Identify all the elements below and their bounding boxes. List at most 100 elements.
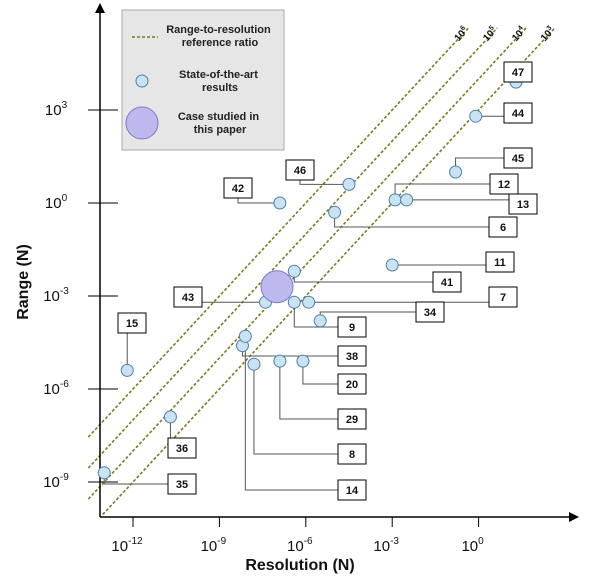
label-text-13: 13: [517, 199, 529, 211]
label-text-8: 8: [349, 449, 355, 461]
leader-34: [319, 311, 416, 321]
leader-45: [455, 157, 504, 172]
point-6: [328, 205, 342, 219]
x-tick-label: 100: [461, 536, 484, 555]
label-text-6: 6: [500, 222, 506, 234]
point-45: [449, 165, 463, 179]
x-tick-label: 10-3: [373, 536, 399, 555]
legend-sota-label: State-of-the-art results: [179, 69, 261, 94]
leader-20: [302, 361, 338, 385]
label-text-45: 45: [512, 153, 524, 165]
point-44: [469, 109, 483, 123]
y-tick-label: 103: [45, 100, 68, 119]
ref-label-4: 104: [509, 25, 528, 44]
point-35: [97, 466, 111, 480]
label-text-29: 29: [346, 414, 358, 426]
label-text-47: 47: [512, 67, 524, 79]
leader-42: [237, 198, 280, 204]
label-box-13: [508, 193, 538, 215]
label-text-12: 12: [498, 179, 510, 191]
label-box-9: [337, 316, 367, 338]
x-tick-label: 10-12: [111, 536, 143, 555]
label-box-20: [337, 373, 367, 395]
point-label-boxes: 47 44 45 12 13 46 6 42 11 41 43 7 34 9 38 14 20 29 8 15 36 35: [117, 61, 538, 501]
point-36: [163, 410, 177, 424]
axes: [95, 3, 579, 522]
label-box-46: [285, 159, 315, 181]
legend-sota-marker: [135, 74, 149, 88]
label-box-44: [503, 102, 533, 124]
ticks: 10-12 10-9 10-6 10-3 100 10-9 10-6 10-3 100 103: [43, 100, 484, 555]
y-axis-title: Range (N): [15, 244, 32, 320]
point-14: [238, 329, 252, 343]
label-text-9: 9: [349, 322, 355, 334]
y-tick-label: 10-9: [43, 472, 69, 491]
point-7: [302, 295, 316, 309]
label-text-35: 35: [176, 479, 188, 491]
label-box-14: [337, 479, 367, 501]
reference-lines: [87, 27, 556, 516]
label-box-35: [167, 473, 197, 495]
label-text-34: 34: [424, 307, 437, 319]
ref-line-6: [87, 27, 470, 438]
label-text-15: 15: [126, 318, 138, 330]
this-paper-point: [260, 270, 294, 304]
point-11: [385, 258, 399, 272]
x-tick-label: 10-9: [201, 536, 227, 555]
point-8: [247, 357, 261, 371]
label-text-20: 20: [346, 379, 358, 391]
point-13: [400, 193, 414, 207]
leader-46: [299, 180, 349, 185]
label-box-47: [503, 61, 533, 83]
label-text-14: 14: [346, 485, 359, 497]
label-box-8: [337, 443, 367, 465]
ref-line-5: [87, 27, 498, 469]
label-text-43: 43: [182, 292, 194, 304]
leader-29: [279, 361, 338, 420]
point-41: [287, 264, 301, 278]
legend-this-marker: [125, 106, 159, 140]
point-34: [313, 314, 327, 328]
label-box-7: [488, 286, 518, 308]
label-box-42: [223, 177, 253, 199]
label-box-12: [489, 173, 519, 195]
legend-this-label: Case studied in this paper: [178, 111, 262, 136]
label-text-46: 46: [294, 165, 306, 177]
label-text-11: 11: [494, 257, 506, 269]
point-42: [273, 196, 287, 210]
reference-line-labels: 106 105 104 103: [452, 25, 557, 44]
label-text-36: 36: [176, 443, 188, 455]
leader-38: [241, 345, 338, 357]
point-9: [287, 295, 301, 309]
label-text-44: 44: [512, 108, 525, 120]
point-15: [120, 363, 134, 377]
leader-41: [293, 271, 433, 283]
leader-8: [253, 364, 338, 455]
y-tick-label: 100: [45, 193, 68, 212]
label-box-43: [173, 286, 203, 308]
label-text-38: 38: [346, 351, 358, 363]
label-box-6: [488, 216, 518, 238]
ref-label-3: 103: [538, 25, 557, 44]
leader-14: [244, 336, 338, 491]
leader-6: [334, 212, 489, 228]
legend-ratio-label: Range-to-resolution reference ratio: [166, 24, 274, 49]
label-box-41: [432, 271, 462, 293]
y-tick-label: 10-3: [43, 286, 69, 305]
leader-9: [293, 302, 338, 328]
ref-line-4: [87, 27, 527, 500]
label-text-42: 42: [232, 183, 244, 195]
y-tick-label: 10-6: [43, 379, 69, 398]
point-46: [342, 177, 356, 191]
label-box-34: [415, 301, 445, 323]
label-box-38: [337, 345, 367, 367]
label-box-36: [167, 437, 197, 459]
label-text-41: 41: [441, 277, 453, 289]
label-box-45: [503, 147, 533, 169]
x-axis-title: Resolution (N): [245, 557, 354, 574]
point-29: [273, 354, 287, 368]
label-box-15: [117, 312, 147, 334]
ref-label-6: 106: [452, 25, 471, 44]
point-20: [296, 354, 310, 368]
